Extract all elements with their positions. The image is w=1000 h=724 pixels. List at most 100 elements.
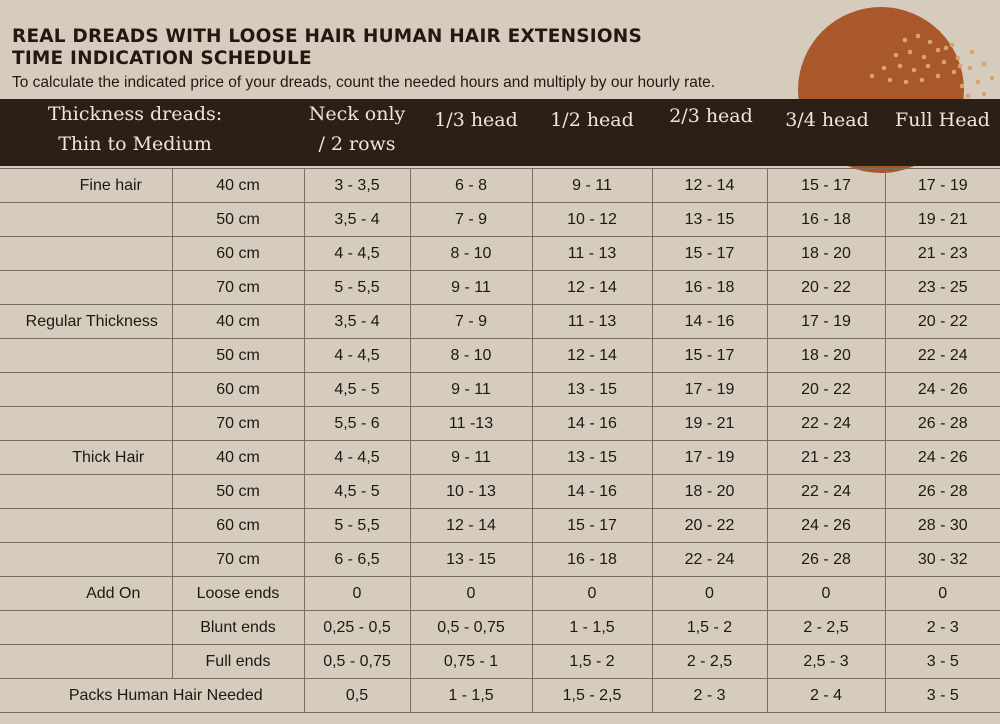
hair-type-cell [0, 610, 173, 645]
table-row: 70 cm 5,5 - 6 11 -13 14 - 16 19 - 21 22 - 24 2… [0, 406, 1000, 441]
hours-cell: 13 - 15 [531, 440, 653, 475]
packs-cell: 0,5 [303, 678, 411, 713]
hours-cell: 24 - 26 [766, 508, 886, 543]
hours-cell: 11 -13 [409, 406, 533, 441]
hair-type-cell [0, 270, 173, 305]
hair-type-cell [0, 644, 173, 679]
hair-type-cell [0, 508, 173, 543]
hours-cell: 1 - 1,5 [531, 610, 653, 645]
hours-cell: 19 - 21 [651, 406, 768, 441]
hours-cell: 16 - 18 [766, 202, 886, 237]
hair-type-cell: Add On [0, 576, 173, 611]
header-three-quarters-head: 3/4 head [785, 109, 869, 131]
hours-cell: 16 - 18 [531, 542, 653, 577]
table-row: Add On Loose ends 0 0 0 0 0 0 [0, 576, 1000, 611]
length-cell: 60 cm [171, 508, 305, 543]
length-cell: 50 cm [171, 474, 305, 509]
length-cell: 40 cm [171, 168, 305, 203]
header-full-head: Full Head [895, 109, 990, 131]
hair-type-cell [0, 542, 173, 577]
hours-cell: 1,5 - 2 [531, 644, 653, 679]
hours-cell: 0,5 - 0,75 [409, 610, 533, 645]
length-cell: 50 cm [171, 202, 305, 237]
table-row: 50 cm 4,5 - 5 10 - 13 14 - 16 18 - 20 22 - 24… [0, 474, 1000, 509]
hair-type-cell: Fine hair [0, 168, 173, 203]
hours-cell: 5 - 5,5 [303, 508, 411, 543]
header-third-head: 1/3 head [434, 109, 518, 131]
hours-cell: 10 - 13 [409, 474, 533, 509]
length-cell: Full ends [171, 644, 305, 679]
hours-cell: 15 - 17 [651, 338, 768, 373]
instructions-text: To calculate the indicated price of your… [12, 74, 716, 91]
hours-cell: 10 - 12 [531, 202, 653, 237]
hours-cell: 8 - 10 [409, 338, 533, 373]
hair-type-cell: Thick Hair [0, 440, 173, 475]
hours-cell: 20 - 22 [766, 270, 886, 305]
hours-cell: 9 - 11 [409, 372, 533, 407]
hours-cell: 3 - 3,5 [303, 168, 411, 203]
hours-cell: 4 - 4,5 [303, 236, 411, 271]
hours-cell: 6 - 8 [409, 168, 533, 203]
hours-cell: 14 - 16 [531, 406, 653, 441]
table-row: 70 cm 6 - 6,5 13 - 15 16 - 18 22 - 24 26 - 28… [0, 542, 1000, 577]
hours-cell: 0 [303, 576, 411, 611]
hours-cell: 13 - 15 [531, 372, 653, 407]
hours-cell: 13 - 15 [409, 542, 533, 577]
length-cell: Loose ends [171, 576, 305, 611]
length-cell: 70 cm [171, 542, 305, 577]
hours-cell: 24 - 26 [884, 440, 1000, 475]
hours-cell: 18 - 20 [766, 338, 886, 373]
length-cell: 70 cm [171, 270, 305, 305]
hours-cell: 4 - 4,5 [303, 338, 411, 373]
hours-cell: 9 - 11 [409, 440, 533, 475]
packs-cell: 1 - 1,5 [409, 678, 533, 713]
packs-cell: 2 - 3 [651, 678, 768, 713]
hours-cell: 12 - 14 [531, 338, 653, 373]
hours-cell: 12 - 14 [409, 508, 533, 543]
hours-cell: 3,5 - 4 [303, 304, 411, 339]
hair-type-cell: Regular Thickness [0, 304, 173, 339]
hours-cell: 5 - 5,5 [303, 270, 411, 305]
hours-cell: 17 - 19 [651, 372, 768, 407]
packs-cell: 1,5 - 2,5 [531, 678, 653, 713]
hours-cell: 2 - 3 [884, 610, 1000, 645]
length-cell: 60 cm [171, 236, 305, 271]
table-row: 70 cm 5 - 5,5 9 - 11 12 - 14 16 - 18 20 - 22 2… [0, 270, 1000, 305]
packs-cell: 2 - 4 [766, 678, 886, 713]
hours-cell: 22 - 24 [884, 338, 1000, 373]
hair-type-cell [0, 474, 173, 509]
hours-cell: 14 - 16 [531, 474, 653, 509]
hair-type-cell [0, 406, 173, 441]
hours-cell: 4,5 - 5 [303, 474, 411, 509]
hours-cell: 0 [884, 576, 1000, 611]
length-cell: 60 cm [171, 372, 305, 407]
hours-cell: 18 - 20 [651, 474, 768, 509]
packs-label-cell: Packs Human Hair Needed [0, 678, 305, 713]
hours-cell: 24 - 26 [884, 372, 1000, 407]
hours-cell: 0,5 - 0,75 [303, 644, 411, 679]
hours-cell: 0 [531, 576, 653, 611]
hours-cell: 17 - 19 [884, 168, 1000, 203]
hours-cell: 30 - 32 [884, 542, 1000, 577]
hours-cell: 12 - 14 [651, 168, 768, 203]
hair-type-cell [0, 372, 173, 407]
hours-cell: 20 - 22 [884, 304, 1000, 339]
hours-cell: 28 - 30 [884, 508, 1000, 543]
hours-cell: 21 - 23 [766, 440, 886, 475]
hours-cell: 18 - 20 [766, 236, 886, 271]
hours-cell: 4 - 4,5 [303, 440, 411, 475]
hours-cell: 9 - 11 [409, 270, 533, 305]
packs-row: Packs Human Hair Needed 0,5 1 - 1,5 1,5 - 2… [0, 678, 1000, 713]
hours-cell: 22 - 24 [766, 474, 886, 509]
hours-cell: 15 - 17 [766, 168, 886, 203]
length-cell: Blunt ends [171, 610, 305, 645]
hours-cell: 22 - 24 [766, 406, 886, 441]
hours-cell: 13 - 15 [651, 202, 768, 237]
hours-cell: 16 - 18 [651, 270, 768, 305]
header-neck-only: Neck only/ 2 rows [308, 103, 406, 155]
header-thickness: Thickness dreads: Thin to Medium [47, 103, 223, 155]
hours-cell: 22 - 24 [651, 542, 768, 577]
hair-type-cell [0, 202, 173, 237]
